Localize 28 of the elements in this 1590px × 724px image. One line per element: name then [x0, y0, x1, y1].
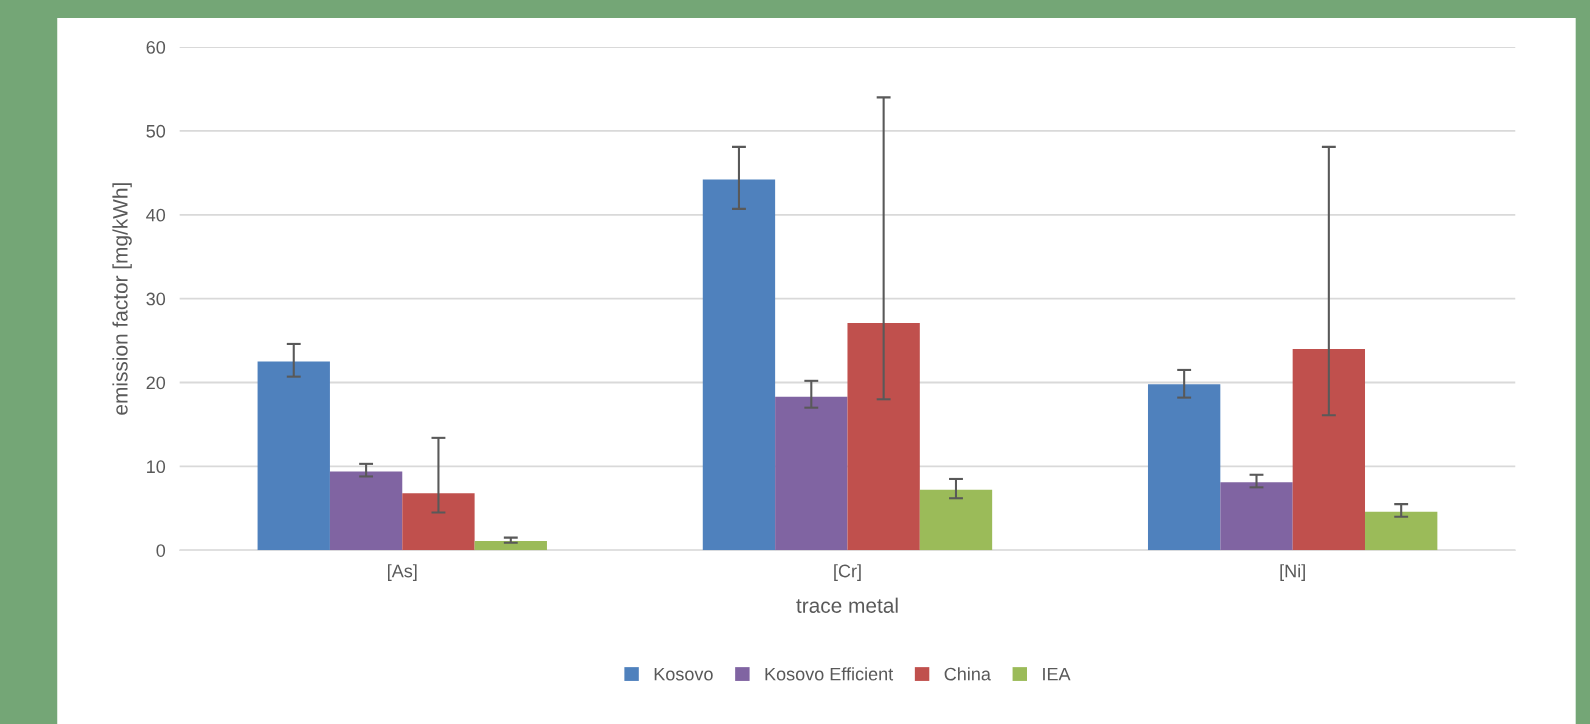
bar	[257, 361, 330, 551]
y-tick-label: 60	[146, 40, 166, 54]
y-tick-label: 20	[146, 376, 166, 390]
legend-label: Kosovo	[654, 667, 713, 681]
bar	[775, 396, 848, 551]
bar	[329, 471, 403, 551]
legend-label: China	[944, 667, 991, 681]
y-axis-title: emission factor [mg/kWh]	[112, 183, 132, 415]
y-tick-label: 30	[146, 292, 166, 306]
x-axis-title: trace metal	[796, 597, 898, 613]
x-tick-label: [Cr]	[834, 564, 861, 581]
bar	[402, 493, 475, 551]
legend-label: Kosovo Efficient	[765, 667, 894, 681]
x-tick-label: [Ni]	[1280, 564, 1305, 581]
bar	[474, 541, 547, 551]
bar	[1292, 348, 1366, 551]
bar	[1147, 384, 1221, 551]
bar	[1365, 511, 1438, 551]
y-tick-label: 10	[147, 460, 166, 474]
legend-label: IEA	[1043, 667, 1071, 681]
bar	[847, 322, 920, 551]
bar	[919, 489, 993, 551]
y-tick-label: 50	[146, 124, 166, 138]
x-tick-label: [As]	[388, 564, 417, 581]
y-tick-label: 40	[146, 208, 166, 222]
bar	[1220, 482, 1293, 551]
bar	[702, 179, 776, 551]
y-tick-label: 0	[156, 544, 166, 557]
